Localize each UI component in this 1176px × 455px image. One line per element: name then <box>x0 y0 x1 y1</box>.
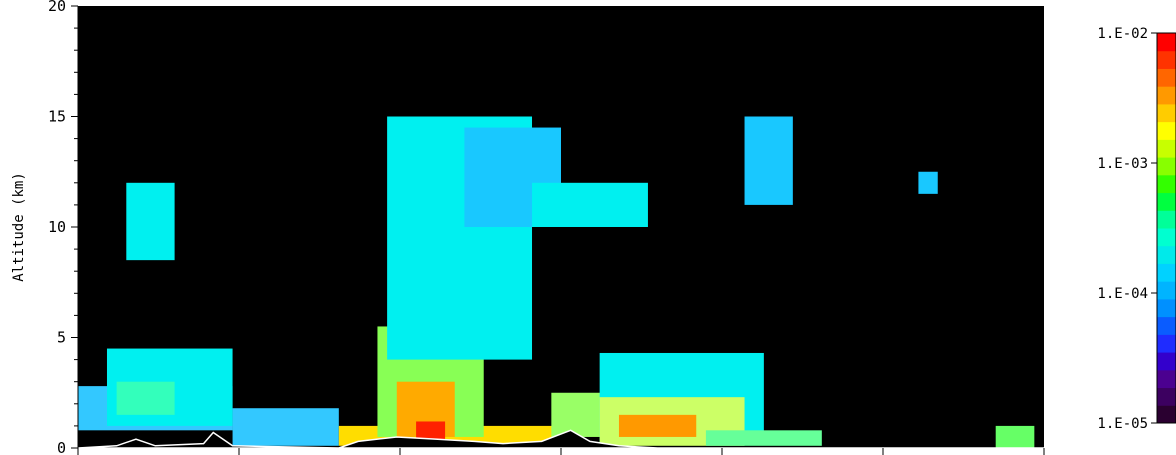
x-axis <box>77 448 1045 455</box>
colorbar-stripe <box>1157 334 1176 353</box>
colorbar-stripe <box>1157 139 1176 158</box>
y-tick-label: 15 <box>48 108 66 126</box>
colorbar-tick-label: 1.E-05 <box>1097 416 1148 432</box>
data-region <box>532 182 648 227</box>
colorbar-stripe <box>1157 210 1176 229</box>
colorbar-tick-label: 1.E-03 <box>1097 156 1148 172</box>
colorbar-ticks: 1.E-02 1.E-03 1.E-04 1.E-05 <box>1097 26 1157 432</box>
data-region <box>918 171 938 194</box>
y-axis-title: Altitude (km) <box>11 172 27 282</box>
colorbar-stripe <box>1157 157 1176 176</box>
colorbar-frame <box>1156 32 1176 424</box>
data-region <box>116 381 175 415</box>
y-tick-label: 0 <box>57 439 66 455</box>
colorbar-stripe <box>1157 369 1176 389</box>
colorbar-stripe <box>1157 316 1176 335</box>
colorbar-stripe <box>1157 103 1176 123</box>
colorbar-stripe <box>1157 174 1176 194</box>
colorbar-stripe <box>1157 387 1176 406</box>
y-tick-label: 20 <box>48 0 66 15</box>
data-region <box>618 414 697 437</box>
colorbar-stripe <box>1157 192 1176 211</box>
colorbar-stripe <box>1157 68 1176 87</box>
colorbar-stripe <box>1157 86 1176 105</box>
colorbar-stripe <box>1157 263 1176 282</box>
colorbar: 1.E-02 1.E-03 1.E-04 1.E-05 <box>1097 26 1176 432</box>
colorbar-stripe <box>1157 405 1176 424</box>
data-region <box>995 425 1035 448</box>
data-region <box>232 408 339 446</box>
data-region <box>126 182 175 261</box>
data-region <box>744 116 793 205</box>
colorbar-stripe <box>1157 298 1176 318</box>
colorbar-stripes <box>1157 33 1176 424</box>
colorbar-stripe <box>1157 121 1176 140</box>
colorbar-tick-label: 1.E-04 <box>1097 286 1148 302</box>
data-regions <box>78 116 1035 448</box>
colorbar-stripe <box>1157 245 1176 264</box>
colorbar-tick-label: 1.E-02 <box>1097 26 1148 42</box>
y-tick-label: 5 <box>57 329 66 347</box>
y-axis: 0 5 10 15 20 <box>48 0 78 455</box>
colorbar-stripe <box>1157 281 1176 300</box>
data-region <box>705 430 822 446</box>
colorbar-stripe <box>1157 50 1176 69</box>
data-region <box>416 421 446 442</box>
terrain-surface <box>77 429 1044 449</box>
colorbar-stripe <box>1157 33 1176 52</box>
colorbar-stripe <box>1157 352 1176 371</box>
y-tick-label: 10 <box>48 218 66 236</box>
colorbar-stripe <box>1157 228 1176 247</box>
